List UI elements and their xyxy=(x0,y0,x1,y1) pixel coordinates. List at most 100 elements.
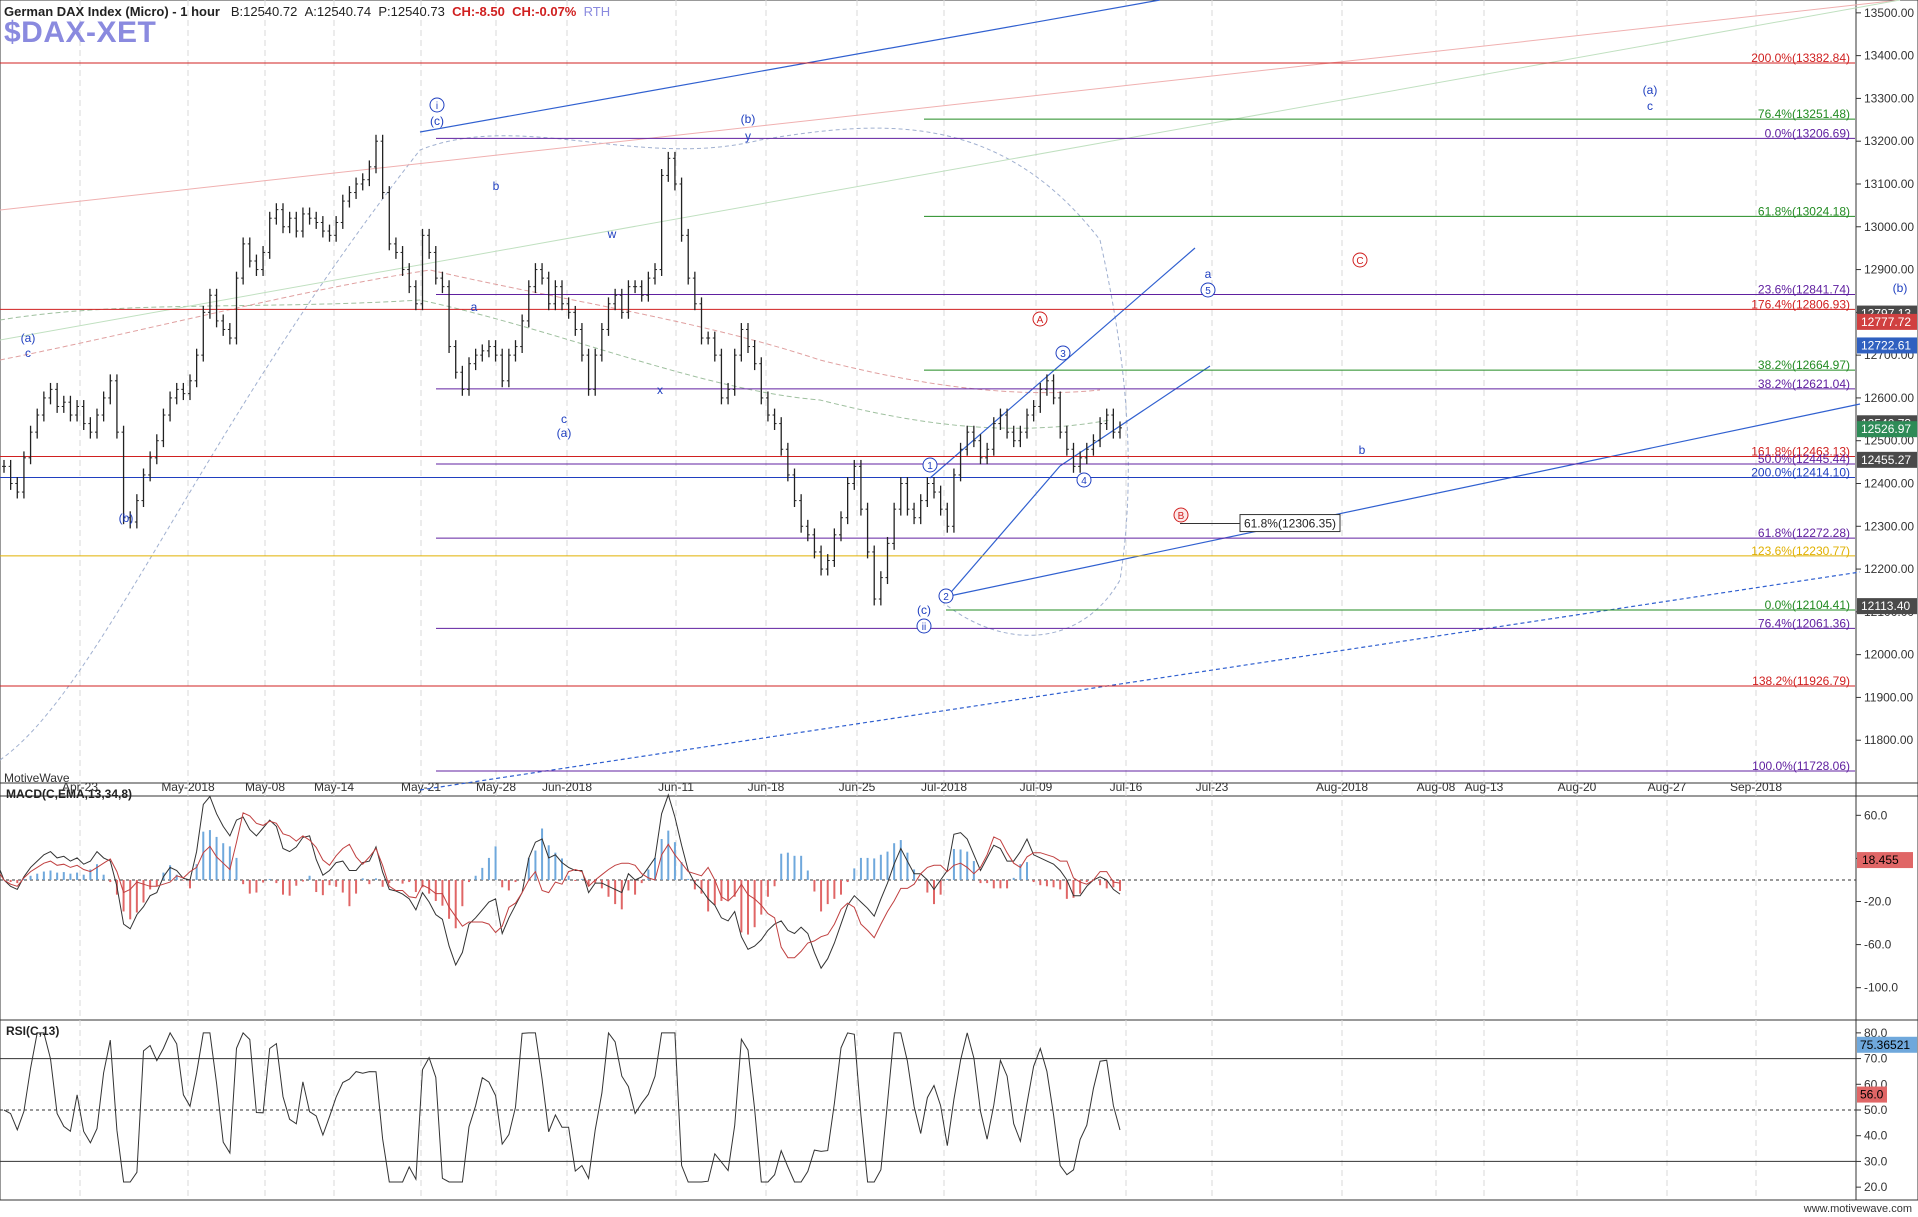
wave-label: a xyxy=(1205,267,1212,281)
y-tick-label: 12300.00 xyxy=(1864,519,1914,533)
rsi-y-tick-label: 70.0 xyxy=(1864,1052,1888,1066)
x-tick-label: Aug-27 xyxy=(1648,780,1687,794)
y-tick-label: 13100.00 xyxy=(1864,177,1914,191)
chart-header: German DAX Index (Micro) - 1 hour B:1254… xyxy=(4,4,610,19)
wave-label: C xyxy=(1356,256,1363,267)
fib-level-label: 61.8%(12272.28) xyxy=(1758,526,1850,540)
fib-level-label: 38.2%(12664.97) xyxy=(1758,358,1850,372)
y-tick-label: 12400.00 xyxy=(1864,476,1914,490)
macd-signal-line xyxy=(0,812,1121,959)
bid-value: B:12540.72 xyxy=(230,4,298,19)
x-tick-label: Aug-13 xyxy=(1465,780,1504,794)
wave-label: b xyxy=(493,179,500,193)
wave-label: b xyxy=(1359,443,1366,457)
x-tick-label: Jun-11 xyxy=(658,780,694,794)
wave-label: (a) xyxy=(21,331,36,345)
change-pct-value: CH:-0.07% xyxy=(512,4,577,19)
y-tick-label: 11900.00 xyxy=(1864,690,1913,704)
price-tag-label: 12526.97 xyxy=(1861,422,1911,436)
panel-frame xyxy=(0,0,1918,784)
trend-line-faint xyxy=(0,0,1901,341)
price-tag xyxy=(1857,421,1917,438)
envelope-upper xyxy=(0,127,1129,761)
price-tag-label: 12722.61 xyxy=(1861,338,1911,352)
rsi-y-tick-label: 40.0 xyxy=(1864,1129,1888,1143)
wave-label: (a) xyxy=(557,426,572,440)
fib-level-label: 138.2%(11926.79) xyxy=(1752,674,1850,688)
macd-y-tick-label: -100.0 xyxy=(1864,981,1898,995)
wave-label: i xyxy=(436,101,438,112)
wave-label: 5 xyxy=(1205,286,1211,297)
chart-title: German DAX Index (Micro) - 1 hour xyxy=(4,4,220,19)
fib-level-label: 0.0%(12104.41) xyxy=(1765,598,1850,612)
fib-level-label: 200.0%(12414.10) xyxy=(1751,465,1850,479)
change-value: CH:-8.50 xyxy=(452,4,505,19)
wave-circle xyxy=(922,457,938,473)
y-tick-label: 13000.00 xyxy=(1864,220,1914,234)
price-tag xyxy=(1857,313,1917,330)
macd-value-tag xyxy=(1857,852,1913,869)
trend-line-upper xyxy=(419,0,1161,133)
wave-label: 2 xyxy=(943,592,949,603)
panel-frame xyxy=(0,1019,1918,1201)
fib-level-label: 76.4%(13251.48) xyxy=(1758,107,1850,121)
wave-label: c xyxy=(561,412,567,426)
price-value: P:12540.73 xyxy=(378,4,445,19)
wave-label: a xyxy=(471,300,478,314)
rsi-value-label: 75.36521 xyxy=(1860,1038,1910,1052)
footer-brand: www.motivewave.com xyxy=(1803,1203,1912,1215)
price-tag xyxy=(1857,337,1917,354)
price-tag-label: 12113.40 xyxy=(1861,599,1910,613)
x-tick-label: May-08 xyxy=(245,780,285,794)
wave-label: w xyxy=(607,227,617,241)
x-tick-label: Apr-23 xyxy=(62,780,98,794)
wave-circle xyxy=(1076,472,1092,488)
macd-value-label: 18.455 xyxy=(1862,853,1899,867)
price-tag xyxy=(1857,598,1917,615)
ask-value: A:12540.74 xyxy=(304,4,372,19)
wave-circle xyxy=(916,618,932,634)
x-tick-label: Aug-20 xyxy=(1558,780,1597,794)
x-tick-label: Jun-25 xyxy=(839,780,876,794)
x-tick-label: May-14 xyxy=(314,780,354,794)
wave-label: (c) xyxy=(917,603,931,617)
fib-box xyxy=(1239,514,1341,533)
wave-circle xyxy=(429,97,445,113)
x-tick-label: Jul-23 xyxy=(1196,780,1229,794)
session-label: RTH xyxy=(583,4,611,19)
fib-level-label: 176.4%(12806.93) xyxy=(1751,297,1850,311)
y-tick-label: 11800.00 xyxy=(1864,733,1913,747)
x-tick-label: May-2018 xyxy=(161,780,215,794)
wave-label: c xyxy=(1647,99,1653,113)
trend-line-lower xyxy=(419,571,1861,791)
wave-circle xyxy=(1173,507,1189,523)
x-tick-label: Jun-18 xyxy=(748,780,785,794)
rsi-value-tag xyxy=(1857,1036,1917,1053)
fib-level-label: 123.6%(12230.77) xyxy=(1751,544,1850,558)
wave-circle xyxy=(1352,252,1368,268)
y-tick-label: 12000.00 xyxy=(1864,648,1914,662)
rsi-y-tick-label: 30.0 xyxy=(1864,1154,1888,1168)
macd-y-tick-label: -60.0 xyxy=(1864,938,1892,952)
moving-average-2 xyxy=(0,269,1101,394)
rsi-value-label-2: 56.0 xyxy=(1860,1088,1884,1102)
wave-label: 1 xyxy=(927,461,933,472)
x-tick-label: Aug-2018 xyxy=(1316,780,1368,794)
x-tick-label: May-21 xyxy=(401,780,441,794)
macd-title: MACD(C,EMA,13,34,8) xyxy=(6,787,133,801)
wave-label: 4 xyxy=(1081,476,1087,487)
wave-label: c xyxy=(25,346,31,360)
wave-label: (b) xyxy=(741,112,756,126)
fib-box-label: 61.8%(12306.35) xyxy=(1244,517,1336,531)
rsi-y-tick-label: 50.0 xyxy=(1864,1103,1888,1117)
fib-level-label: 0.0%(13206.69) xyxy=(1765,126,1850,140)
x-tick-label: May-28 xyxy=(476,780,516,794)
x-tick-label: Jul-2018 xyxy=(921,780,967,794)
wave-label: B xyxy=(1178,511,1185,522)
wave-label: x xyxy=(657,383,663,397)
y-tick-label: 12500.00 xyxy=(1864,434,1914,448)
x-tick-label: Jul-16 xyxy=(1110,780,1143,794)
y-tick-label: 13400.00 xyxy=(1864,49,1914,63)
channel-line-bottom xyxy=(1059,365,1211,467)
